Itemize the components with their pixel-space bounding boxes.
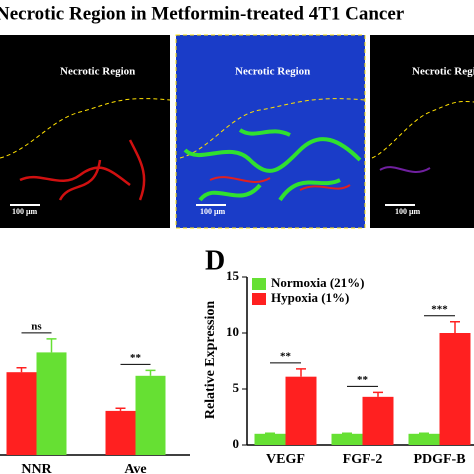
x-tick-label: VEGF <box>266 452 305 467</box>
error-bar <box>419 432 429 434</box>
scale-label: 100 μm <box>200 207 226 216</box>
image-label: Necrotic Region <box>60 66 135 78</box>
x-tick-label: PDGF-B <box>413 452 465 467</box>
significance-label: ** <box>357 374 369 386</box>
error-bar <box>296 368 306 377</box>
image-2: Necrotic Region 100 μm <box>175 34 366 229</box>
legend-label: Hypoxia (1%) <box>271 290 349 305</box>
error-bar <box>115 407 126 411</box>
y-tick-label: 10 <box>226 324 239 339</box>
bar <box>362 396 394 445</box>
error-bar <box>450 321 460 333</box>
significance-label: ns <box>31 320 42 332</box>
bar <box>331 433 363 445</box>
legend-label: Normoxia (21%) <box>271 275 365 290</box>
panel-label: D <box>205 245 225 276</box>
bar <box>254 433 286 445</box>
scale-label: 100 μm <box>395 207 421 216</box>
y-tick-label: 0 <box>233 436 240 451</box>
error-bar <box>46 338 57 353</box>
panel-title: Necrotic Region in Metformin-treated 4T1… <box>0 3 405 24</box>
x-tick-label: NNR <box>21 462 52 474</box>
error-bar <box>373 391 383 397</box>
image-label: Necrotic Regio <box>412 66 474 78</box>
error-bar <box>342 432 352 434</box>
bar <box>439 333 471 445</box>
bar <box>135 375 166 455</box>
error-bar <box>265 432 275 434</box>
error-bar <box>145 369 156 376</box>
legend-swatch <box>252 278 266 290</box>
significance-label: *** <box>431 303 448 315</box>
x-tick-label: FGF-2 <box>343 452 383 467</box>
bar <box>285 376 317 445</box>
significance-label: ** <box>280 350 292 362</box>
error-bar <box>16 366 27 373</box>
image-3: Necrotic Regio 100 μm <box>370 35 474 228</box>
y-axis-label: Relative Expression <box>203 301 218 420</box>
y-tick-label: 15 <box>226 268 240 283</box>
legend-swatch <box>252 293 266 305</box>
bar <box>105 410 136 455</box>
y-tick-label: 5 <box>233 380 240 395</box>
bar <box>6 372 37 455</box>
scale-label: 100 μm <box>12 207 38 216</box>
image-1: Necrotic Region 100 μm <box>0 35 171 228</box>
significance-label: ** <box>130 352 142 364</box>
bar <box>408 433 440 445</box>
bar <box>36 352 67 455</box>
image-label: Necrotic Region <box>235 66 310 78</box>
x-tick-label: Ave <box>124 462 146 474</box>
